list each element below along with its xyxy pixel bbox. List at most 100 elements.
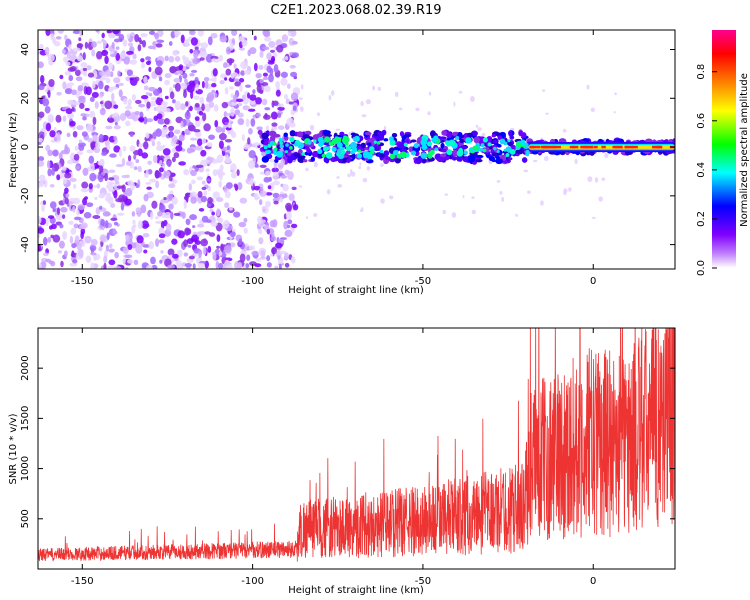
noise-blob — [89, 110, 96, 119]
noise-blob — [216, 208, 221, 217]
noise-blob — [162, 148, 171, 156]
noise-blob — [245, 84, 251, 88]
noise-blob — [49, 130, 56, 138]
noise-blob — [141, 220, 149, 229]
band-blob — [345, 150, 351, 155]
noise-blob — [181, 211, 186, 219]
noise-blob — [284, 252, 289, 259]
noise-blob — [220, 243, 224, 253]
noise-blob — [151, 264, 158, 269]
faint-blob — [451, 212, 457, 218]
noise-blob — [64, 34, 68, 41]
noise-blob — [92, 116, 97, 126]
noise-blob — [168, 41, 173, 46]
noise-blob — [212, 251, 217, 261]
faint-blob — [574, 158, 578, 165]
noise-blob — [147, 45, 156, 50]
faint-blob — [362, 177, 368, 183]
noise-blob — [60, 206, 68, 213]
band-blob — [436, 156, 445, 163]
noise-blob — [292, 52, 299, 58]
band-blob — [383, 138, 389, 142]
noise-blob — [225, 46, 232, 55]
noise-blob — [141, 152, 149, 159]
noise-blob — [170, 211, 174, 220]
band-hot-blob — [487, 142, 492, 147]
noise-blob — [69, 120, 76, 127]
noise-blob — [154, 216, 159, 220]
noise-blob — [184, 263, 192, 268]
noise-blob — [217, 217, 224, 224]
noise-blob — [118, 89, 123, 98]
noise-blob — [65, 108, 73, 115]
faint-blob — [540, 200, 544, 206]
noise-blob — [38, 244, 42, 252]
noise-blob — [143, 85, 149, 91]
noise-blob — [195, 145, 203, 151]
band-blob — [441, 153, 447, 157]
noise-blob — [38, 141, 42, 145]
band-blob — [494, 155, 500, 159]
noise-blob — [258, 199, 263, 206]
noise-blob — [215, 126, 223, 133]
noise-blob — [288, 193, 295, 202]
noise-blob — [42, 236, 48, 246]
noise-blob — [134, 110, 140, 116]
band-hot-blob — [306, 140, 312, 145]
band-blob — [334, 155, 339, 162]
noise-blob — [251, 250, 259, 256]
noise-blob — [245, 118, 250, 128]
noise-blob — [59, 223, 64, 229]
faint-blob — [604, 152, 609, 159]
faint-blob — [515, 213, 519, 217]
noise-blob — [239, 84, 243, 92]
noise-blob — [59, 74, 64, 80]
noise-blob — [195, 164, 204, 169]
band-hot-blob — [420, 152, 427, 159]
noise-blob — [138, 103, 146, 108]
band-blob — [364, 131, 372, 136]
band-blob — [399, 131, 405, 137]
noise-blob — [198, 207, 205, 212]
noise-blob — [253, 62, 258, 72]
noise-blob — [64, 197, 69, 205]
noise-blob — [119, 51, 127, 59]
noise-blob — [63, 56, 69, 63]
noise-blob — [105, 125, 113, 130]
noise-blob — [284, 55, 289, 61]
noise-blob — [281, 34, 289, 43]
noise-blob — [209, 78, 216, 82]
noise-blob — [99, 91, 105, 96]
faint-blob — [590, 107, 595, 113]
noise-blob — [121, 157, 126, 167]
band-blob — [316, 133, 323, 137]
faint-blob — [527, 190, 531, 194]
noise-blob — [72, 30, 81, 35]
noise-blob — [143, 249, 148, 254]
noise-blob — [224, 86, 229, 95]
noise-blob — [174, 30, 181, 36]
noise-blob — [99, 101, 104, 105]
noise-blob — [269, 158, 276, 163]
noise-blob — [87, 137, 94, 143]
noise-blob — [39, 180, 44, 188]
noise-blob — [62, 81, 67, 90]
noise-blob — [92, 80, 96, 89]
noise-blob — [148, 86, 156, 92]
band-hot-blob — [455, 135, 460, 140]
noise-blob — [163, 170, 167, 179]
noise-blob — [218, 54, 224, 62]
noise-blob — [212, 68, 218, 77]
noise-blob — [100, 218, 106, 226]
noise-blob — [101, 107, 105, 111]
noise-blob — [168, 55, 175, 63]
top-x-tick-label: -150 — [71, 276, 94, 287]
noise-blob — [114, 180, 120, 185]
noise-blob — [239, 253, 246, 263]
noise-blob — [192, 57, 201, 64]
noise-blob — [273, 63, 279, 73]
noise-blob — [99, 205, 103, 210]
noise-blob — [232, 94, 238, 103]
noise-blob — [202, 112, 207, 122]
